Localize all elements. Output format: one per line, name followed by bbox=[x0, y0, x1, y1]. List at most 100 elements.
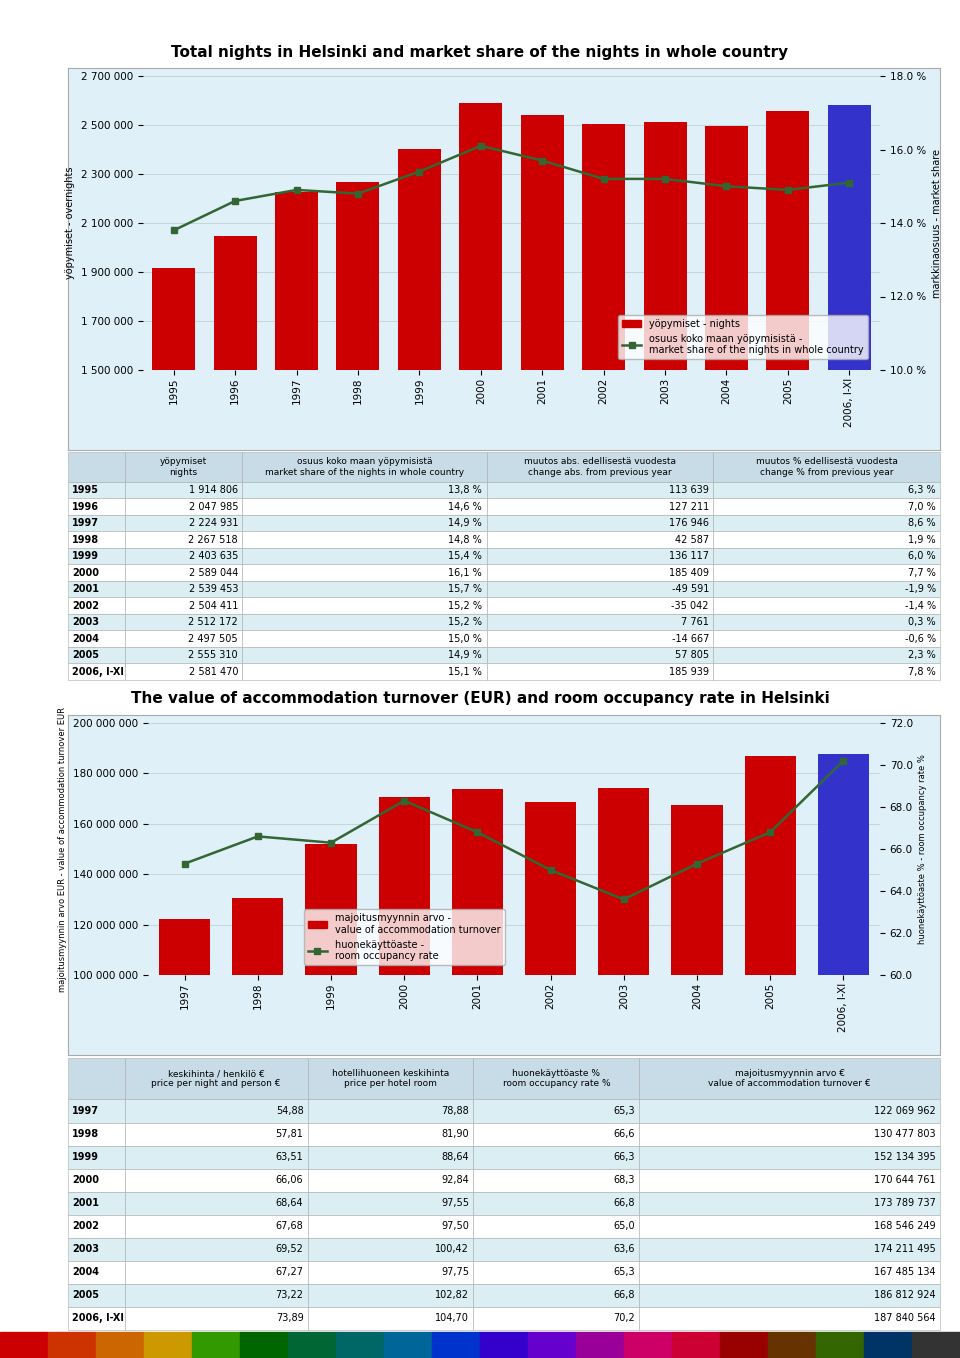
Text: muutos % edellisestä vuodesta
change % from previous year: muutos % edellisestä vuodesta change % f… bbox=[756, 458, 898, 477]
Bar bbox=[68, 581, 125, 598]
Bar bbox=[473, 1123, 639, 1146]
Bar bbox=[525, 803, 576, 1228]
Text: huonekäyttöaste %
room occupancy rate %: huonekäyttöaste % room occupancy rate % bbox=[502, 1069, 611, 1089]
Text: 65,0: 65,0 bbox=[613, 1221, 635, 1232]
Bar bbox=[125, 1283, 308, 1306]
Bar bbox=[68, 1260, 125, 1283]
Text: 152 134 395: 152 134 395 bbox=[874, 1152, 936, 1162]
Y-axis label: markkinaosuus - market share: markkinaosuus - market share bbox=[931, 148, 942, 297]
Text: 2 512 172: 2 512 172 bbox=[188, 617, 238, 627]
Bar bbox=[308, 1058, 473, 1100]
Text: 2 539 453: 2 539 453 bbox=[188, 584, 238, 595]
Bar bbox=[125, 515, 243, 531]
Text: 67,27: 67,27 bbox=[276, 1267, 303, 1278]
Bar bbox=[480, 1332, 528, 1358]
Bar bbox=[68, 482, 125, 498]
Text: 15,0 %: 15,0 % bbox=[448, 634, 482, 644]
Text: 66,8: 66,8 bbox=[613, 1198, 635, 1209]
Bar bbox=[828, 105, 871, 737]
Text: 2001: 2001 bbox=[72, 1198, 100, 1209]
Legend: majoitusmyynnin arvo -
value of accommodation turnover, huonekäyttöaste -
room o: majoitusmyynnin arvo - value of accommod… bbox=[304, 910, 505, 966]
Text: 2004: 2004 bbox=[72, 634, 100, 644]
Bar bbox=[639, 1100, 940, 1123]
Bar bbox=[624, 1332, 672, 1358]
Text: 174 211 495: 174 211 495 bbox=[874, 1244, 936, 1255]
Text: 2004: 2004 bbox=[72, 1267, 100, 1278]
Bar bbox=[639, 1146, 940, 1169]
Bar bbox=[713, 547, 940, 565]
Text: 2 581 470: 2 581 470 bbox=[188, 667, 238, 676]
Text: 73,89: 73,89 bbox=[276, 1313, 303, 1324]
Bar bbox=[639, 1192, 940, 1215]
Bar bbox=[144, 1332, 192, 1358]
Text: 1 914 806: 1 914 806 bbox=[189, 485, 238, 496]
Bar bbox=[125, 1169, 308, 1192]
Bar bbox=[639, 1215, 940, 1237]
Bar bbox=[720, 1332, 768, 1358]
Text: 2000: 2000 bbox=[72, 1175, 100, 1186]
Bar bbox=[713, 482, 940, 498]
Bar bbox=[487, 598, 713, 614]
Bar bbox=[473, 1237, 639, 1260]
Text: 2 267 518: 2 267 518 bbox=[188, 535, 238, 545]
Text: 0,3 %: 0,3 % bbox=[908, 617, 936, 627]
Bar bbox=[487, 581, 713, 598]
Bar bbox=[125, 547, 243, 565]
Text: 97,75: 97,75 bbox=[442, 1267, 469, 1278]
Text: XI / 2006: XI / 2006 bbox=[19, 8, 82, 22]
Bar bbox=[473, 1283, 639, 1306]
Text: 2002: 2002 bbox=[72, 600, 100, 611]
Bar bbox=[643, 122, 686, 737]
Text: Total nights in Helsinki and market share of the nights in whole country: Total nights in Helsinki and market shar… bbox=[172, 45, 788, 60]
Bar bbox=[487, 547, 713, 565]
Bar bbox=[473, 1146, 639, 1169]
Bar bbox=[125, 452, 243, 482]
Text: 2001: 2001 bbox=[72, 584, 100, 595]
Text: 66,6: 66,6 bbox=[613, 1128, 635, 1139]
Bar bbox=[520, 115, 564, 737]
Bar bbox=[671, 805, 723, 1228]
Bar bbox=[242, 598, 487, 614]
Text: 2 403 635: 2 403 635 bbox=[189, 551, 238, 561]
Bar bbox=[242, 482, 487, 498]
Text: majoitusmyynnin arvo €
value of accommodation turnover €: majoitusmyynnin arvo € value of accommod… bbox=[708, 1069, 871, 1089]
Bar bbox=[242, 515, 487, 531]
Text: 2003: 2003 bbox=[72, 617, 100, 627]
Bar bbox=[713, 614, 940, 630]
Text: 66,8: 66,8 bbox=[613, 1290, 635, 1301]
Bar bbox=[432, 1332, 480, 1358]
Bar bbox=[125, 1306, 308, 1329]
Bar bbox=[125, 581, 243, 598]
Bar bbox=[125, 598, 243, 614]
Bar bbox=[125, 630, 243, 646]
Text: 16,1 %: 16,1 % bbox=[448, 568, 482, 577]
Bar bbox=[242, 664, 487, 680]
Text: 15,2 %: 15,2 % bbox=[448, 600, 482, 611]
Text: muutos abs. edellisestä vuodesta
change abs. from previous year: muutos abs. edellisestä vuodesta change … bbox=[524, 458, 676, 477]
Text: 173 789 737: 173 789 737 bbox=[874, 1198, 936, 1209]
Text: 15,2 %: 15,2 % bbox=[448, 617, 482, 627]
Bar bbox=[305, 843, 356, 1228]
Text: 122 069 962: 122 069 962 bbox=[874, 1105, 936, 1116]
Bar bbox=[378, 797, 430, 1228]
Text: 68,3: 68,3 bbox=[613, 1175, 635, 1186]
Text: -49 591: -49 591 bbox=[672, 584, 708, 595]
Bar bbox=[68, 1237, 125, 1260]
Bar bbox=[487, 630, 713, 646]
Text: 15,4 %: 15,4 % bbox=[448, 551, 482, 561]
Text: 104,70: 104,70 bbox=[435, 1313, 469, 1324]
Bar bbox=[68, 1058, 125, 1100]
Bar bbox=[912, 1332, 960, 1358]
Text: 2002: 2002 bbox=[72, 1221, 100, 1232]
Bar bbox=[768, 1332, 816, 1358]
Text: 78,88: 78,88 bbox=[442, 1105, 469, 1116]
Text: 7 761: 7 761 bbox=[681, 617, 708, 627]
Text: 15,1 %: 15,1 % bbox=[448, 667, 482, 676]
Y-axis label: majoitusmyynnin arvo EUR - value of accommodation turnover EUR: majoitusmyynnin arvo EUR - value of acco… bbox=[59, 706, 67, 991]
Bar bbox=[125, 614, 243, 630]
Bar bbox=[192, 1332, 240, 1358]
Bar bbox=[242, 614, 487, 630]
Bar bbox=[125, 1192, 308, 1215]
Bar bbox=[68, 598, 125, 614]
Y-axis label: yöpymiset - overnights: yöpymiset - overnights bbox=[65, 167, 76, 280]
